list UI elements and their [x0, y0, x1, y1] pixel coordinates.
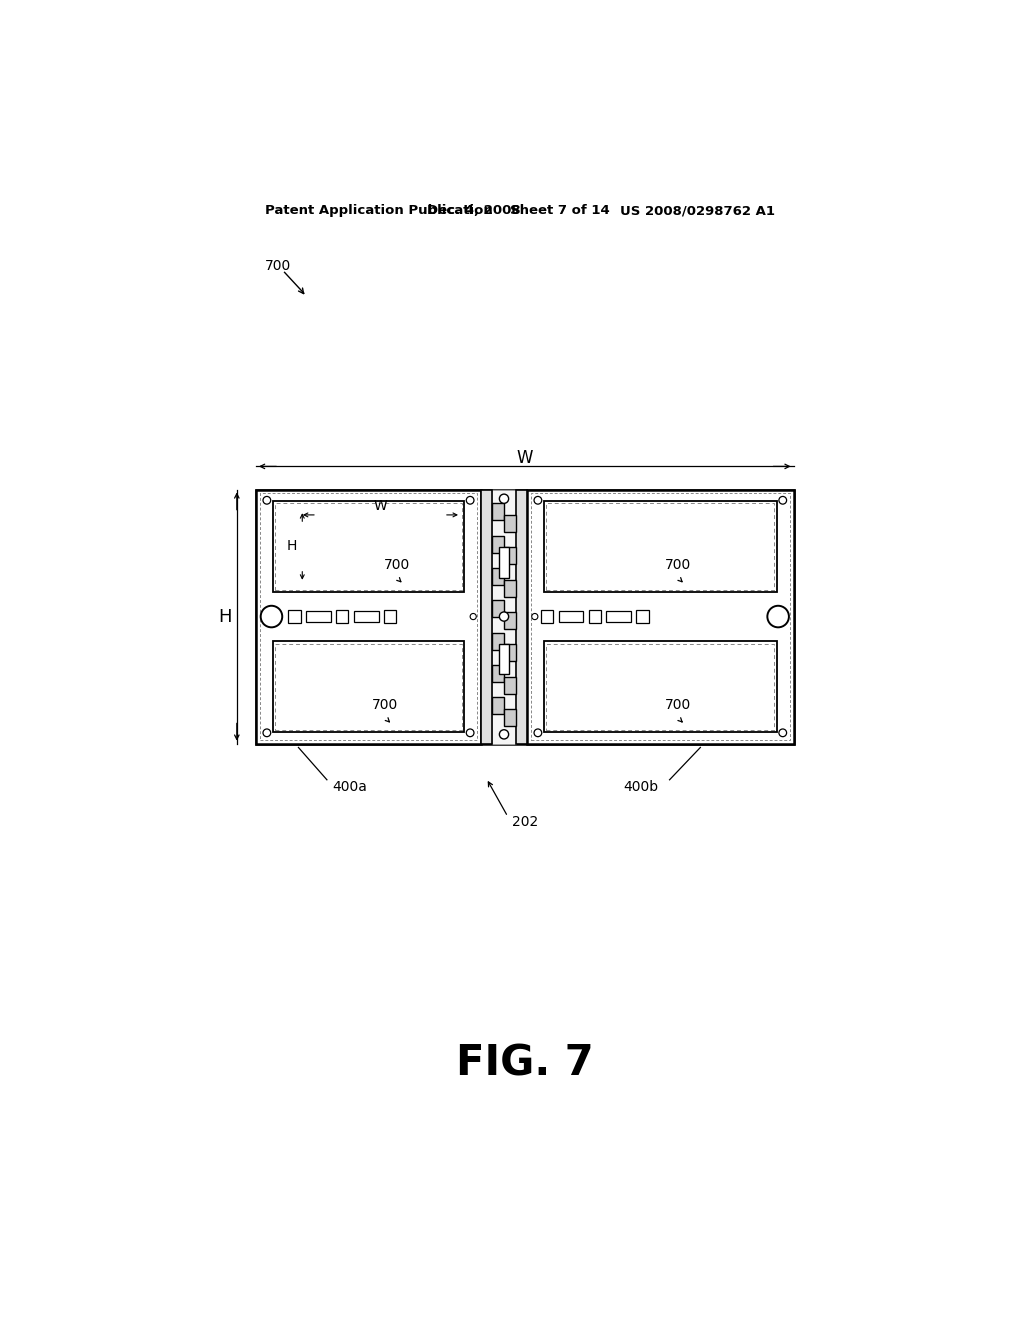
Text: 400a: 400a: [333, 780, 368, 795]
Text: 400b: 400b: [624, 780, 658, 795]
Bar: [275, 644, 462, 730]
Text: Dec. 4, 2008: Dec. 4, 2008: [427, 205, 520, 218]
Text: 700: 700: [665, 557, 691, 572]
Bar: [544, 642, 776, 733]
Circle shape: [767, 606, 788, 627]
Bar: [256, 490, 794, 743]
Text: 700: 700: [265, 259, 292, 273]
Bar: [492, 665, 504, 682]
Text: W: W: [373, 499, 387, 512]
Bar: [384, 610, 396, 623]
Circle shape: [500, 494, 509, 503]
Text: Sheet 7 of 14: Sheet 7 of 14: [510, 205, 610, 218]
Bar: [492, 536, 504, 553]
Bar: [259, 492, 791, 741]
Bar: [289, 610, 301, 623]
Bar: [504, 612, 516, 628]
Circle shape: [261, 606, 283, 627]
Bar: [492, 601, 504, 618]
Bar: [559, 611, 584, 622]
Bar: [500, 548, 509, 578]
Bar: [504, 579, 516, 597]
Circle shape: [470, 614, 476, 619]
Text: H: H: [218, 607, 232, 626]
Bar: [589, 610, 601, 623]
Circle shape: [500, 612, 509, 622]
Circle shape: [263, 496, 270, 504]
Bar: [500, 644, 509, 675]
Circle shape: [263, 729, 270, 737]
Bar: [273, 502, 464, 591]
Circle shape: [535, 729, 542, 737]
Circle shape: [531, 614, 538, 619]
Text: 202: 202: [512, 816, 538, 829]
Text: 700: 700: [384, 557, 410, 572]
Bar: [481, 490, 492, 743]
Bar: [606, 611, 631, 622]
Bar: [492, 632, 504, 649]
Bar: [260, 494, 477, 739]
Bar: [547, 503, 774, 590]
Circle shape: [779, 496, 786, 504]
Bar: [541, 610, 553, 623]
Text: US 2008/0298762 A1: US 2008/0298762 A1: [620, 205, 774, 218]
Circle shape: [779, 729, 786, 737]
Text: W: W: [516, 449, 534, 467]
Bar: [637, 610, 649, 623]
Bar: [275, 503, 462, 590]
Bar: [504, 709, 516, 726]
Bar: [504, 677, 516, 693]
Bar: [504, 515, 516, 532]
Bar: [547, 644, 774, 730]
Circle shape: [466, 496, 474, 504]
Bar: [273, 642, 464, 733]
Bar: [492, 697, 504, 714]
Circle shape: [466, 729, 474, 737]
Bar: [256, 490, 481, 743]
Bar: [516, 490, 527, 743]
Text: Patent Application Publication: Patent Application Publication: [265, 205, 494, 218]
Circle shape: [500, 730, 509, 739]
Bar: [527, 490, 794, 743]
Text: FIG. 7: FIG. 7: [456, 1043, 594, 1084]
Text: 700: 700: [665, 698, 691, 711]
Bar: [531, 494, 790, 739]
Text: 700: 700: [373, 698, 398, 711]
Bar: [354, 611, 379, 622]
Bar: [504, 644, 516, 661]
Text: H: H: [287, 540, 297, 553]
Circle shape: [535, 496, 542, 504]
Bar: [492, 568, 504, 585]
Bar: [306, 611, 331, 622]
Bar: [492, 503, 504, 520]
Bar: [544, 502, 776, 591]
Bar: [504, 548, 516, 564]
Bar: [492, 490, 516, 743]
Bar: [336, 610, 348, 623]
